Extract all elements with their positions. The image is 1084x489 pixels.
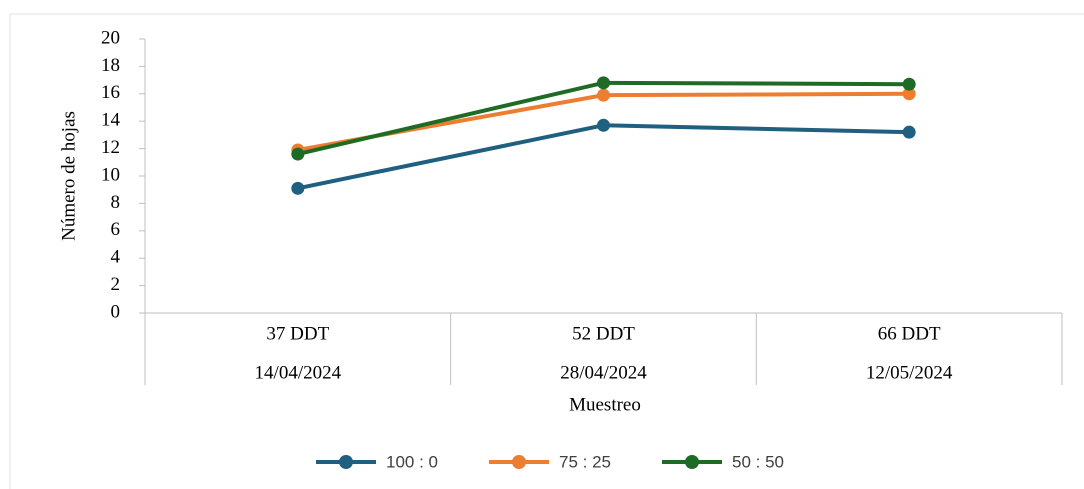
- point: [597, 76, 610, 90]
- y-tick-label: 12: [101, 137, 120, 158]
- legend-label: 100 : 0: [386, 452, 438, 471]
- point: [291, 147, 305, 161]
- y-tick-label: 18: [101, 55, 120, 76]
- y-tick-label: 4: [111, 247, 121, 268]
- x-tick-label: 66 DDT: [878, 323, 941, 344]
- legend-marker: [339, 455, 353, 469]
- legend-marker: [512, 455, 526, 469]
- point: [902, 77, 916, 91]
- point: [597, 118, 610, 132]
- y-tick-label: 2: [111, 274, 121, 295]
- point: [902, 125, 916, 139]
- x-tick-label: 14/04/2024: [255, 362, 342, 383]
- legend-label: 50 : 50: [732, 452, 784, 471]
- x-axis-title: Muestreo: [569, 394, 641, 415]
- legend-label: 75 : 25: [559, 452, 611, 471]
- point: [291, 181, 305, 195]
- y-tick-label: 8: [111, 192, 121, 213]
- y-tick-label: 0: [111, 301, 121, 322]
- point: [597, 88, 610, 102]
- y-tick-label: 16: [101, 82, 120, 103]
- y-axis-title: Número de hojas: [58, 111, 79, 241]
- x-tick-label: 12/05/2024: [866, 362, 953, 383]
- y-tick-label: 10: [101, 164, 120, 185]
- x-tick-label: 28/04/2024: [560, 362, 647, 383]
- y-tick-label: 6: [111, 219, 121, 240]
- x-tick-label: 52 DDT: [572, 323, 635, 344]
- y-tick-label: 20: [101, 27, 120, 48]
- point: [902, 87, 916, 101]
- legend-marker: [685, 455, 699, 469]
- y-tick-label: 14: [101, 110, 121, 131]
- x-tick-label: 37 DDT: [266, 323, 329, 344]
